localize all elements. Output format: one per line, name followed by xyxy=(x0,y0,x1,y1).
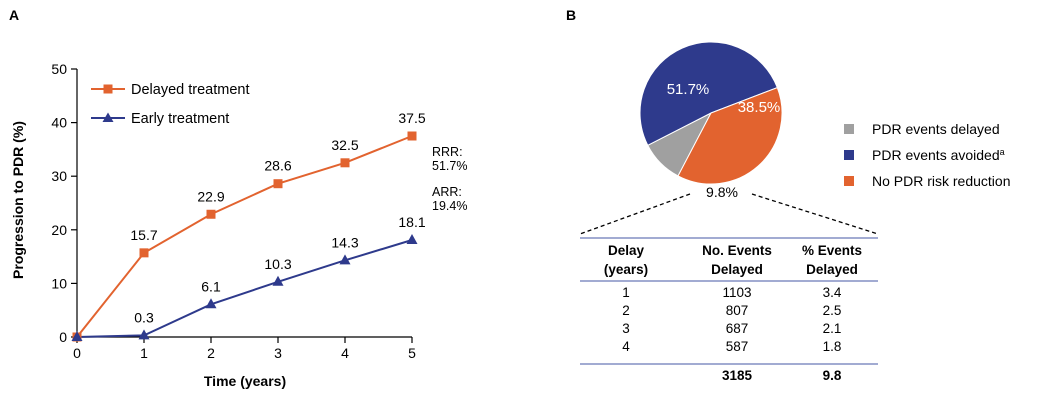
data-label: 10.3 xyxy=(264,256,291,272)
pie-legend-avoided-superscript: a xyxy=(1000,147,1005,157)
pie-legend-avoided-text: PDR events avoided xyxy=(872,147,1000,163)
data-label: 37.5 xyxy=(398,110,425,126)
table-total-pct: 9.8 xyxy=(823,368,842,383)
table-total-row: 3185 9.8 xyxy=(722,368,842,383)
legend-swatch-avoided xyxy=(844,150,854,160)
y-tick-label: 40 xyxy=(51,115,67,131)
table-cell: 2 xyxy=(622,303,630,318)
y-tick-label: 20 xyxy=(51,222,67,238)
legend-triangle-marker xyxy=(102,112,114,122)
panel-a-letter: A xyxy=(9,7,19,23)
line-chart: 0 10 20 30 40 50 0 1 2 3 4 5 Progression to PDR (%… xyxy=(10,61,467,389)
line-legend: Delayed treatment Early treatment xyxy=(91,82,249,127)
x-ticks: 0 1 2 3 4 5 xyxy=(73,337,416,361)
pie-slice xyxy=(677,86,783,185)
arr-value: 19.4% xyxy=(432,199,467,213)
table-cell: 1.8 xyxy=(823,339,842,354)
data-point-marker xyxy=(273,179,283,189)
pie-legend-label-no-reduction: No PDR risk reduction xyxy=(872,173,1011,189)
x-tick-label: 2 xyxy=(207,345,215,361)
table-cell: 3 xyxy=(622,321,630,336)
table-cell: 3.4 xyxy=(823,285,842,300)
legend-swatch-delayed xyxy=(844,124,854,134)
legend-swatch-no-reduction xyxy=(844,176,854,186)
pie-legend-label-avoided: PDR events avoideda xyxy=(872,147,1005,163)
events-table: Delay (years) No. Events Delayed % Event… xyxy=(580,237,878,383)
data-point-marker xyxy=(71,331,83,341)
pie-slices xyxy=(639,41,783,185)
series-lines xyxy=(76,135,413,338)
data-label: 18.1 xyxy=(398,214,425,230)
leader-line-left xyxy=(579,193,691,235)
table-row: 2 807 2.5 xyxy=(622,303,841,318)
series-markers xyxy=(71,131,418,342)
rrr-value: 51.7% xyxy=(432,159,467,173)
legend-label-early: Early treatment xyxy=(131,111,229,127)
pie-slice xyxy=(639,41,778,146)
y-tick-label: 50 xyxy=(51,61,67,77)
header-pct-line2: Delayed xyxy=(806,262,858,277)
leader-line-right xyxy=(751,193,879,235)
y-ticks: 0 10 20 30 40 50 xyxy=(51,61,77,345)
header-pct-line1: % Events xyxy=(802,243,862,258)
data-point-marker xyxy=(340,158,350,168)
y-axis-title: Progression to PDR (%) xyxy=(10,121,26,279)
rrr-label: RRR: xyxy=(432,145,463,159)
data-point-marker xyxy=(272,275,284,286)
data-point-marker xyxy=(139,248,149,258)
table-cell: 1103 xyxy=(722,285,751,300)
data-label: 28.6 xyxy=(264,158,291,174)
data-label: 6.1 xyxy=(201,278,221,294)
data-point-marker xyxy=(406,233,418,244)
series-line-1 xyxy=(76,239,413,338)
x-tick-label: 5 xyxy=(408,345,416,361)
data-label: 0.3 xyxy=(134,309,154,325)
x-tick-label: 0 xyxy=(73,345,81,361)
legend-square-marker xyxy=(103,84,113,94)
table-row: 4 587 1.8 xyxy=(622,339,841,354)
pie-chart: 51.7% 38.5% 9.8% PDR events delayed PDR … xyxy=(579,41,1011,235)
data-point-marker xyxy=(339,254,351,265)
table-row: 1 1103 3.4 xyxy=(622,285,842,300)
pie-label-no-reduction: 38.5% xyxy=(738,99,781,116)
header-events-line2: Delayed xyxy=(711,262,763,277)
x-axis-title: Time (years) xyxy=(204,373,286,389)
data-point-marker xyxy=(205,298,217,309)
data-point-marker xyxy=(138,329,150,340)
pie-legend-label-delayed: PDR events delayed xyxy=(872,121,1000,137)
data-labels: 15.7 22.9 28.6 32.5 37.5 0.3 6.1 10.3 14.3 18.1 xyxy=(130,110,425,325)
table-cell: 2.5 xyxy=(823,303,842,318)
panel-b-letter: B xyxy=(566,7,576,23)
y-tick-label: 30 xyxy=(51,168,67,184)
arr-label: ARR: xyxy=(432,185,462,199)
table-total-events: 3185 xyxy=(722,368,753,383)
x-tick-label: 1 xyxy=(140,345,148,361)
data-label: 14.3 xyxy=(331,234,358,250)
table-row: 3 687 2.1 xyxy=(622,321,841,336)
table-cell: 807 xyxy=(726,303,749,318)
pie-label-avoided: 51.7% xyxy=(667,81,710,98)
header-delay-line2: (years) xyxy=(604,262,648,277)
x-tick-label: 4 xyxy=(341,345,349,361)
data-point-marker xyxy=(206,209,216,219)
data-label: 32.5 xyxy=(331,137,358,153)
data-label: 15.7 xyxy=(130,227,157,243)
data-label: 22.9 xyxy=(197,188,224,204)
table-cell: 2.1 xyxy=(823,321,842,336)
table-cell: 1 xyxy=(622,285,630,300)
y-tick-label: 0 xyxy=(59,329,67,345)
table-cell: 587 xyxy=(726,339,749,354)
table-cell: 687 xyxy=(726,321,749,336)
table-cell: 4 xyxy=(622,339,630,354)
header-delay-line1: Delay xyxy=(608,243,645,258)
y-tick-label: 10 xyxy=(51,275,67,291)
series-line-0 xyxy=(76,135,413,338)
pie-legend: PDR events delayed PDR events avoideda N… xyxy=(844,121,1011,189)
legend-label-delayed: Delayed treatment xyxy=(131,82,249,98)
header-events-line1: No. Events xyxy=(702,243,772,258)
x-tick-label: 3 xyxy=(274,345,282,361)
data-point-marker xyxy=(407,131,417,141)
pie-label-delayed: 9.8% xyxy=(706,184,738,200)
